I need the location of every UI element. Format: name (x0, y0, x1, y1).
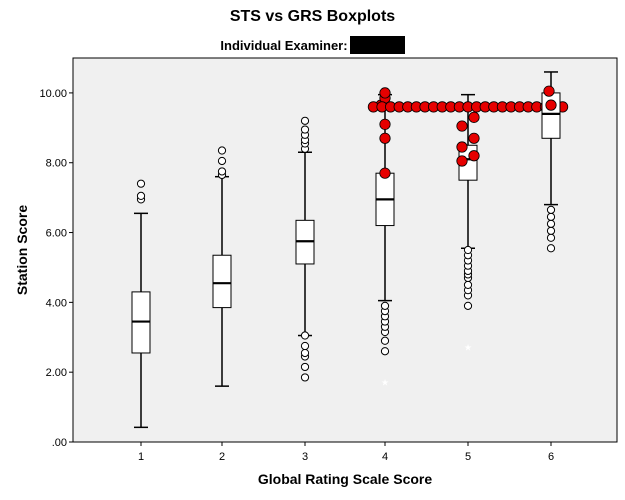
outlier-point (546, 205, 556, 214)
outlier-point (300, 116, 310, 125)
x-tick-label: 2 (219, 451, 225, 463)
highlighted-point (379, 167, 391, 179)
outlier-point (463, 301, 473, 310)
highlighted-point (379, 87, 391, 99)
x-tick-label: 5 (465, 451, 471, 463)
highlighted-point (456, 141, 468, 153)
highlighted-point (468, 111, 480, 123)
outlier-point (300, 341, 310, 351)
outlier-point (380, 336, 390, 345)
extreme-marker: ★ (464, 344, 472, 354)
outlier-point (546, 226, 556, 235)
highlighted-point (456, 155, 468, 167)
outlier-point (136, 191, 146, 200)
outlier-point (300, 331, 310, 340)
y-tick-label: 6.00 (46, 228, 67, 240)
chart-subtitle: Individual Examiner: (0, 36, 625, 54)
outlier-point (463, 280, 473, 290)
highlighted-point (379, 118, 391, 130)
outlier-point (300, 348, 310, 358)
chart-title: STS vs GRS Boxplots (229, 8, 396, 25)
x-tick-label: 6 (548, 451, 554, 463)
x-tick-label: 4 (382, 451, 388, 463)
outlier-point (300, 125, 310, 134)
highlighted-point (456, 120, 468, 132)
x-tick-label: 3 (302, 451, 308, 463)
outlier-point (217, 156, 227, 166)
subtitle-label: Individual Examiner: (220, 38, 348, 53)
outlier-point (217, 146, 227, 155)
y-tick-label: 4.00 (46, 297, 67, 309)
outlier-point (217, 167, 227, 176)
outlier-point (136, 179, 146, 188)
outlier-point (546, 244, 556, 253)
outlier-point (300, 362, 310, 372)
redacted-name-block (349, 36, 405, 54)
y-tick-label: 10.00 (39, 88, 67, 100)
outlier-point (546, 219, 556, 228)
outlier-point (380, 347, 390, 356)
highlighted-point (468, 132, 480, 144)
iqr-box (212, 254, 232, 309)
y-tick-label: 8.00 (46, 158, 67, 170)
outlier-point (380, 301, 390, 310)
y-axis-label: Station Score (14, 205, 30, 295)
x-axis-label: Global Rating Scale Score (258, 471, 432, 487)
x-tick-label: 1 (138, 451, 144, 463)
extreme-marker: ★ (381, 379, 389, 389)
outlier-point (300, 373, 310, 382)
outlier-point (546, 233, 556, 242)
y-tick-label: 2.00 (46, 367, 67, 379)
y-tick-label: .00 (52, 437, 67, 449)
highlighted-point (543, 85, 555, 97)
outlier-point (463, 245, 473, 255)
outlier-point (546, 212, 556, 221)
highlighted-point (468, 150, 480, 162)
highlighted-point (379, 132, 391, 144)
plot-area (72, 57, 618, 443)
highlighted-point (545, 99, 557, 111)
